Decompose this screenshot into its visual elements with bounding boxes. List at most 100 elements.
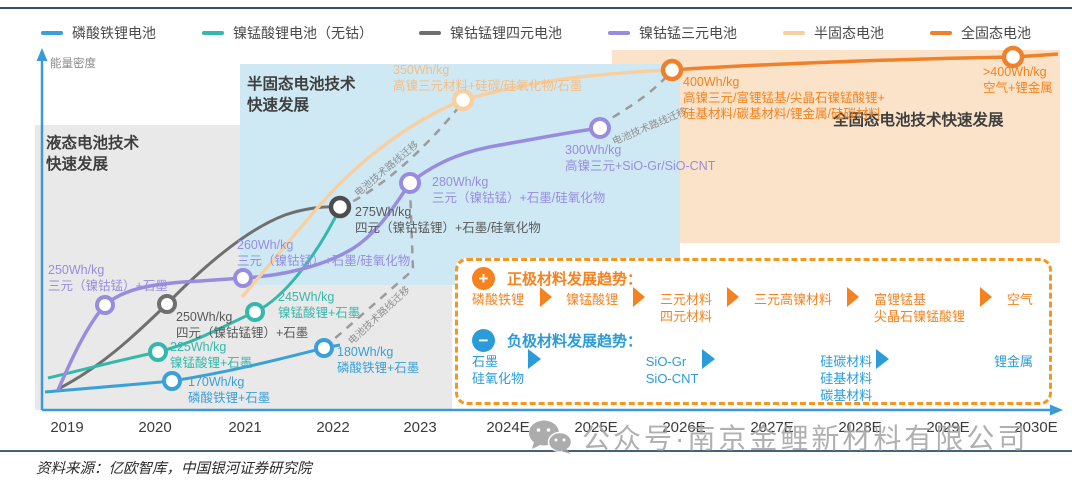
- label-400-materials-2: 硅基材料/碳基材料/锂金属/硅碳材料: [683, 106, 881, 121]
- point-275whkg: [328, 195, 352, 219]
- region-solid-state: [612, 50, 1060, 243]
- legend-item-lnmo[interactable]: 镍锰酸锂电池（无钴）: [202, 23, 373, 43]
- label-250-ncm-value: 250Wh/kg: [48, 263, 104, 277]
- series-solid-line: [671, 52, 1059, 72]
- x-tick-2021: 2021: [228, 419, 261, 436]
- region-label-liquid: 液态电池技术: [46, 133, 140, 152]
- point-400whkg: [660, 58, 684, 82]
- anode-step: 锂金属: [994, 353, 1034, 369]
- label-180-value: 180Wh/kg: [337, 345, 393, 359]
- label-245-materials: 镍锰酸锂+石墨: [278, 305, 360, 320]
- anode-trend-header: − 负极材料发展趋势：: [472, 328, 1035, 352]
- x-tick-2027e: 2027E: [750, 419, 793, 436]
- plus-icon: +: [472, 267, 495, 290]
- legend-label: 镍钴锰锂四元电池: [450, 25, 562, 41]
- label-350-materials: 高镍三元材料+硅碳/硅氧化物/石墨: [393, 78, 582, 93]
- legend-item-solid[interactable]: 全固态电池: [930, 23, 1031, 43]
- x-axis-arrowhead: [1050, 404, 1063, 416]
- minus-icon: −: [472, 328, 495, 352]
- legend-item-lfp[interactable]: 磷酸铁锂电池: [41, 23, 156, 43]
- label-gt400-materials: 空气+锂金属: [983, 80, 1053, 95]
- bottom-divider: [0, 450, 1072, 452]
- x-tick-2019: 2019: [50, 419, 83, 436]
- legend-label: 磷酸铁锂电池: [72, 25, 156, 41]
- x-tick-2030e: 2030E: [1014, 419, 1057, 436]
- x-tick-2025e: 2025E: [574, 419, 617, 436]
- flow-arrow-icon: [976, 292, 995, 297]
- watermark-text: 公众号·南京金鲤新材料有限公司: [582, 423, 1029, 454]
- legend-label: 镍锰酸锂电池（无钴）: [233, 25, 373, 41]
- y-axis-arrowhead: [36, 48, 48, 61]
- label-350-value: 350Wh/kg: [393, 63, 449, 77]
- label-275-materials: 四元（镍钴锰锂）+石墨/硅氧化物: [355, 220, 541, 235]
- label-300-materials: 高镍三元+SiO-Gr/SiO-CNT: [565, 158, 716, 173]
- x-tick-2029e: 2029E: [926, 419, 969, 436]
- label-180-materials: 磷酸铁锂+石墨: [337, 360, 419, 375]
- label-250-quaternary-materials: 四元（镍钴锰锂）+石墨: [176, 325, 308, 340]
- legend-item-quaternary[interactable]: 镍钴锰锂四元电池: [419, 23, 562, 43]
- point-170whkg: [162, 371, 182, 391]
- label-250-ncm-materials: 三元（镍钴锰）+石墨: [48, 278, 168, 293]
- legend-label: 全固态电池: [961, 25, 1031, 41]
- cathode-step: 空气: [1006, 292, 1033, 307]
- label-245-value: 245Wh/kg: [278, 290, 334, 304]
- label-225-materials: 镍锰酸锂+石墨: [170, 355, 252, 370]
- material-trend-box: + 正极材料发展趋势： 磷酸铁锂 镍锰酸锂 三元材料 四元材料 三元高镍材料 富…: [455, 258, 1052, 405]
- anode-step: 石墨 硅氧化物: [472, 353, 525, 386]
- point-260whkg: [233, 268, 253, 288]
- label-260-materials: 三元（镍钴锰）+石墨/硅氧化物: [237, 253, 410, 268]
- flow-arrow-icon: [872, 354, 994, 359]
- x-tick-2028e: 2028E: [838, 419, 881, 436]
- legend-swatch-lnmo: [202, 31, 224, 35]
- series-semi-solid-line: [240, 68, 673, 299]
- series-quaternary-line: [59, 205, 341, 390]
- flow-arrow-icon: [843, 292, 862, 297]
- cathode-flow: 磷酸铁锂 镍锰酸锂 三元材料 四元材料 三元高镍材料 富锂锰基 尖晶石镍锰酸锂 …: [472, 292, 1033, 326]
- source-note: 资料来源：亿欧智库，中国银河证券研究院: [36, 461, 312, 477]
- cathode-step: 富锂锰基 尖晶石镍锰酸锂: [873, 292, 965, 324]
- cathode-step: 镍锰酸锂: [565, 292, 618, 307]
- anode-flow: 石墨 硅氧化物 SiO-Gr SiO-CNT 硅碳材料 硅基材料 碳基材料 锂金…: [472, 354, 1033, 405]
- x-tick-2022: 2022: [316, 419, 349, 436]
- region-label-liquid-2: 快速发展: [46, 154, 109, 173]
- legend-swatch-semi-solid: [783, 31, 805, 35]
- label-170-value: 170Wh/kg: [188, 375, 244, 389]
- label-280-materials: 三元（镍钴锰）+石墨/硅氧化物: [432, 190, 605, 205]
- watermark: 公众号·南京金鲤新材料有限公司: [528, 417, 1028, 457]
- anode-step: 硅碳材料 硅基材料 碳基材料: [820, 353, 873, 403]
- energy-density-chart: 液态电池技术 快速发展 半固态电池技术 快速发展 全固态电池技术快速发展 电池技…: [35, 45, 1063, 436]
- cathode-step: 三元材料 四元材料: [659, 292, 712, 324]
- label-gt400-value: >400Wh/kg: [983, 65, 1047, 79]
- legend-item-semi-solid[interactable]: 半固态电池: [783, 23, 884, 43]
- chart-legend: 磷酸铁锂电池 镍锰酸锂电池（无钴） 镍钴锰锂四元电池 镍钴锰三元电池 半固态电池…: [0, 23, 1072, 43]
- label-400-materials: 高镍三元/富锂锰基/尖晶石镍锰酸锂+: [683, 90, 885, 105]
- flow-arrow-icon: [629, 292, 648, 297]
- point-350whkg: [451, 88, 475, 112]
- flow-arrow-icon: [524, 354, 646, 359]
- point-225whkg: [148, 342, 168, 362]
- top-divider: [0, 7, 1072, 9]
- legend-label: 半固态电池: [814, 25, 884, 41]
- point-180whkg: [314, 338, 334, 358]
- label-280-value: 280Wh/kg: [432, 175, 488, 189]
- wechat-icon: [529, 420, 572, 454]
- label-300-value: 300Wh/kg: [565, 143, 621, 157]
- legend-swatch-quaternary: [419, 31, 441, 35]
- region-label-solid-state: 全固态电池技术快速发展: [832, 110, 1004, 129]
- anode-step: SiO-Gr SiO-CNT: [645, 353, 699, 386]
- region-label-semi-solid-2: 快速发展: [247, 95, 310, 114]
- legend-item-ncm[interactable]: 镍钴锰三元电池: [608, 23, 737, 43]
- label-250-quaternary-value: 250Wh/kg: [176, 310, 232, 324]
- label-260-value: 260Wh/kg: [237, 238, 293, 252]
- legend-swatch-solid: [930, 31, 952, 35]
- legend-swatch-ncm: [608, 31, 630, 35]
- legend-label: 镍钴锰三元电池: [639, 25, 737, 41]
- x-tick-2024e: 2024E: [486, 419, 529, 436]
- flow-arrow-icon: [698, 354, 820, 359]
- point-280whkg: [399, 172, 421, 194]
- x-tick-2020: 2020: [138, 419, 171, 436]
- migration-line-quaternary-to-semisolid: [339, 101, 464, 210]
- point-300whkg: [589, 117, 611, 139]
- x-tick-2026e: 2026E: [662, 419, 705, 436]
